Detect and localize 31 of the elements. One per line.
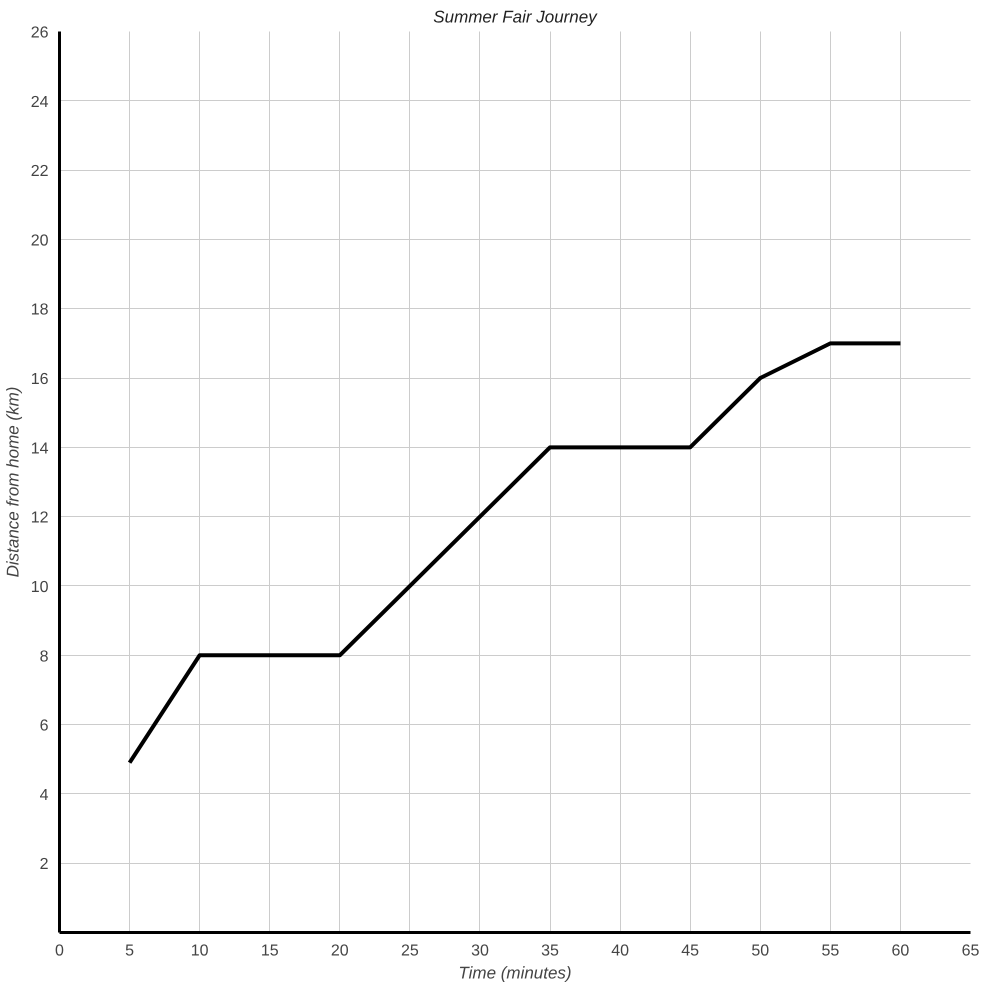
x-tick-label: 0: [55, 942, 64, 960]
y-tick-label: 20: [30, 232, 49, 250]
x-tick-label: 25: [400, 942, 419, 960]
x-tick-label: 30: [471, 942, 489, 960]
y-tick-label: 10: [30, 578, 49, 596]
y-tick-label: 26: [30, 24, 49, 42]
x-tick-label: 40: [611, 942, 630, 960]
y-tick-label: 16: [30, 371, 49, 388]
y-tick-label: 14: [30, 440, 49, 458]
line-series: [128, 341, 902, 765]
x-tick-label: 45: [681, 942, 700, 960]
x-axis-title: Time (minutes): [458, 964, 572, 982]
x-tick-label: 55: [821, 942, 840, 960]
x-tick-label: 10: [190, 942, 209, 960]
x-tick-label: 65: [962, 942, 980, 960]
y-tick-label: 6: [40, 718, 49, 735]
chart-title: Summer Fair Journey: [433, 8, 598, 26]
x-tick-label: 50: [751, 942, 770, 960]
x-tick-label: 35: [541, 942, 560, 960]
x-tick-label: 60: [892, 942, 910, 960]
y-tick-label: 4: [40, 786, 49, 804]
x-tick-label: 15: [260, 942, 279, 960]
y-tick-label: 12: [30, 510, 49, 527]
y-tick-label: 24: [30, 94, 49, 111]
x-tick-label: 5: [125, 942, 134, 960]
y-tick-label: 2: [40, 856, 49, 874]
y-tick-label: 8: [40, 648, 49, 666]
x-tick-label: 20: [330, 942, 349, 960]
y-tick-label: 22: [30, 163, 49, 180]
y-axis-title: Distance from home (km): [4, 386, 23, 578]
y-tick-label: 18: [30, 302, 49, 319]
